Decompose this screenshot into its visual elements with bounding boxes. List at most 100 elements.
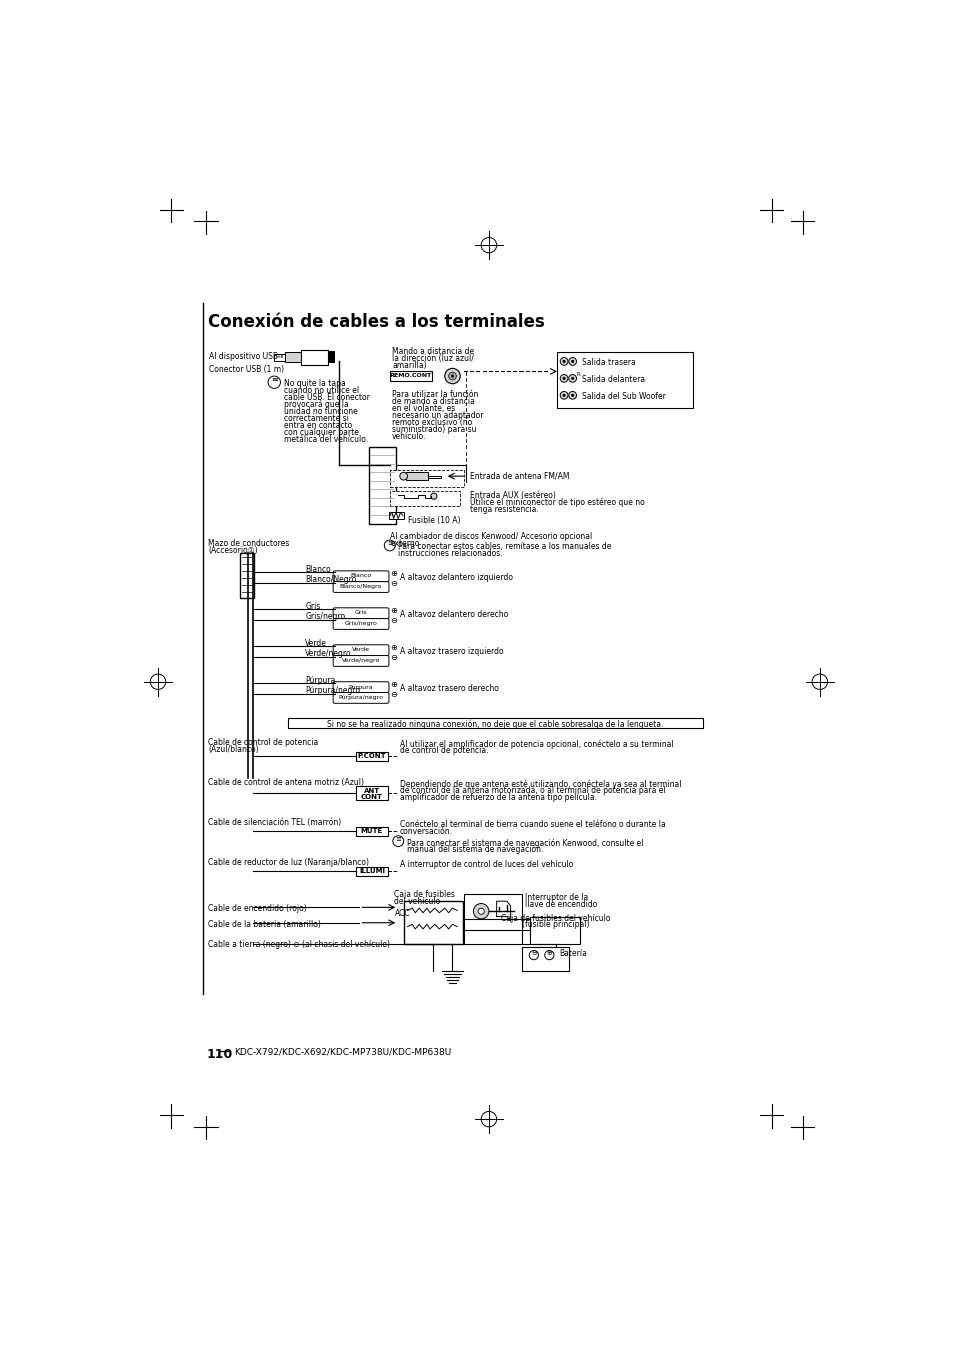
- Text: Para conectar estos cables, remítase a los manuales de: Para conectar estos cables, remítase a l…: [397, 543, 611, 551]
- Text: (Accesorio①): (Accesorio①): [208, 547, 257, 555]
- Text: externo: externo: [390, 539, 419, 548]
- Text: suministrado) para su: suministrado) para su: [392, 424, 476, 433]
- Text: Al cambiador de discos Kenwood/ Accesorio opcional: Al cambiador de discos Kenwood/ Accesori…: [390, 532, 592, 540]
- Bar: [355, 826, 388, 836]
- Text: tenga resistencia.: tenga resistencia.: [470, 505, 538, 513]
- Text: Entrada de antena FM/AM: Entrada de antena FM/AM: [470, 471, 569, 481]
- Text: instrucciones relacionados.: instrucciones relacionados.: [397, 549, 502, 559]
- Text: la dirección (luz azul/: la dirección (luz azul/: [392, 354, 474, 363]
- FancyBboxPatch shape: [333, 582, 389, 593]
- Circle shape: [431, 493, 436, 500]
- FancyBboxPatch shape: [333, 645, 389, 656]
- Text: Caja de fusibles: Caja de fusibles: [394, 891, 455, 899]
- Text: Si no se ha realizado ninguna conexión, no deje que el cable sobresalga de la le: Si no se ha realizado ninguna conexión, …: [327, 720, 662, 729]
- Text: Cable de encendido (rojo): Cable de encendido (rojo): [208, 903, 307, 913]
- Text: Interruptor de la: Interruptor de la: [525, 892, 588, 902]
- Bar: [406, 472, 427, 481]
- Text: Cable de silenciación TEL (marrón): Cable de silenciación TEL (marrón): [208, 818, 341, 828]
- Text: de control de la antena motorizada, o al terminal de potencia para el: de control de la antena motorizada, o al…: [399, 787, 665, 795]
- Text: Blanco/Negro: Blanco/Negro: [339, 585, 382, 589]
- Text: ⊖: ⊖: [531, 950, 537, 956]
- Text: en el volante, es: en el volante, es: [392, 404, 455, 413]
- Text: Para conectar el sistema de navegación Kenwood, consulte el: Para conectar el sistema de navegación K…: [406, 838, 642, 848]
- Text: Gris/negro: Gris/negro: [344, 621, 377, 626]
- Text: correctamente si: correctamente si: [284, 414, 349, 423]
- Circle shape: [571, 377, 574, 379]
- Text: Caja de fusibles del vehículo: Caja de fusibles del vehículo: [500, 914, 610, 922]
- Text: Púrpura/negro: Púrpura/negro: [338, 695, 383, 701]
- Text: MUTE: MUTE: [360, 828, 382, 834]
- Text: Al utilizar el amplificador de potencia opcional, conéctelo a su terminal: Al utilizar el amplificador de potencia …: [399, 740, 673, 749]
- Text: Cable de control de antena motriz (Azul): Cable de control de antena motriz (Azul): [208, 778, 364, 787]
- Text: ILLUMI: ILLUMI: [358, 868, 384, 873]
- Bar: [288, 718, 702, 728]
- Circle shape: [393, 836, 403, 846]
- Text: Fusible (10 A): Fusible (10 A): [407, 516, 459, 525]
- Bar: [390, 470, 464, 487]
- Bar: [390, 491, 459, 506]
- Text: cuando no utilice el: cuando no utilice el: [284, 386, 359, 396]
- Text: USB: USB: [275, 355, 284, 359]
- Text: vehículo.: vehículo.: [392, 432, 426, 440]
- FancyBboxPatch shape: [333, 618, 389, 629]
- Text: unidad no funcione: unidad no funcione: [284, 406, 357, 416]
- Text: ACC: ACC: [395, 909, 411, 918]
- Bar: [240, 554, 253, 598]
- Circle shape: [568, 358, 576, 366]
- Bar: [369, 447, 395, 524]
- Text: ⊖: ⊖: [390, 579, 397, 589]
- Text: KDC-X792/KDC-X692/KDC-MP738U/KDC-MP638U: KDC-X792/KDC-X692/KDC-MP738U/KDC-MP638U: [233, 1048, 451, 1057]
- Bar: [464, 894, 521, 944]
- Text: conversación.: conversación.: [399, 826, 453, 836]
- Text: R: R: [576, 373, 579, 377]
- Text: No quite la tapa: No quite la tapa: [284, 379, 346, 389]
- Text: Blanco/Negro: Blanco/Negro: [305, 575, 356, 583]
- Text: Blanco: Blanco: [305, 564, 331, 574]
- Text: ⊕: ⊕: [390, 568, 397, 578]
- FancyBboxPatch shape: [333, 608, 389, 618]
- Text: Gris: Gris: [305, 602, 320, 610]
- Circle shape: [444, 369, 459, 383]
- Text: Púrpura: Púrpura: [349, 684, 373, 690]
- Circle shape: [448, 373, 456, 379]
- Text: amplificador de refuerzo de la antena tipo película.: amplificador de refuerzo de la antena ti…: [399, 794, 597, 802]
- FancyBboxPatch shape: [333, 682, 389, 693]
- Text: Verde/negro: Verde/negro: [305, 648, 352, 657]
- Circle shape: [544, 950, 554, 960]
- Text: remoto exclusivo (no: remoto exclusivo (no: [392, 417, 472, 427]
- Bar: [530, 917, 579, 944]
- Text: Púrpura/negro: Púrpura/negro: [305, 686, 360, 695]
- Circle shape: [268, 377, 280, 389]
- Text: Gris: Gris: [355, 610, 367, 616]
- Text: Blanco: Blanco: [350, 574, 372, 578]
- Text: A altavoz delantero derecho: A altavoz delantero derecho: [399, 610, 508, 620]
- Text: ⊕: ⊕: [546, 950, 552, 956]
- Text: Para utilizar la función: Para utilizar la función: [392, 390, 477, 398]
- Text: ≡: ≡: [395, 836, 401, 842]
- Circle shape: [571, 360, 574, 363]
- Text: Mando a distancia de: Mando a distancia de: [392, 347, 474, 356]
- Text: ⊖: ⊖: [390, 690, 397, 699]
- Text: ⊕: ⊕: [390, 606, 397, 614]
- Text: Cable a tierra (negro) ⊖ (al chasis del vehículo): Cable a tierra (negro) ⊖ (al chasis del …: [208, 940, 390, 949]
- Text: Púrpura: Púrpura: [305, 675, 335, 684]
- Text: P.CONT: P.CONT: [357, 753, 386, 759]
- Text: Cable de la batería (amarillo): Cable de la batería (amarillo): [208, 921, 321, 929]
- Bar: [285, 352, 300, 362]
- Text: ANT: ANT: [363, 788, 379, 794]
- Text: Salida trasera: Salida trasera: [581, 359, 635, 367]
- Circle shape: [571, 394, 574, 397]
- Text: Verde: Verde: [305, 639, 327, 648]
- Text: Verde: Verde: [352, 647, 370, 652]
- Text: Batería: Batería: [558, 949, 587, 958]
- Circle shape: [562, 394, 565, 397]
- Text: A altavoz trasero derecho: A altavoz trasero derecho: [399, 684, 498, 693]
- Text: Gris/negro: Gris/negro: [305, 612, 345, 621]
- Text: Cable de reductor de luz (Naranja/blanco): Cable de reductor de luz (Naranja/blanco…: [208, 859, 369, 867]
- Text: del vehículo: del vehículo: [394, 898, 440, 906]
- Text: ⊖: ⊖: [390, 653, 397, 663]
- Text: ≡: ≡: [271, 375, 277, 385]
- Text: 110: 110: [207, 1048, 233, 1061]
- Text: Utilice el miniconector de tipo estéreo que no: Utilice el miniconector de tipo estéreo …: [470, 498, 644, 508]
- Text: ⊕: ⊕: [390, 679, 397, 688]
